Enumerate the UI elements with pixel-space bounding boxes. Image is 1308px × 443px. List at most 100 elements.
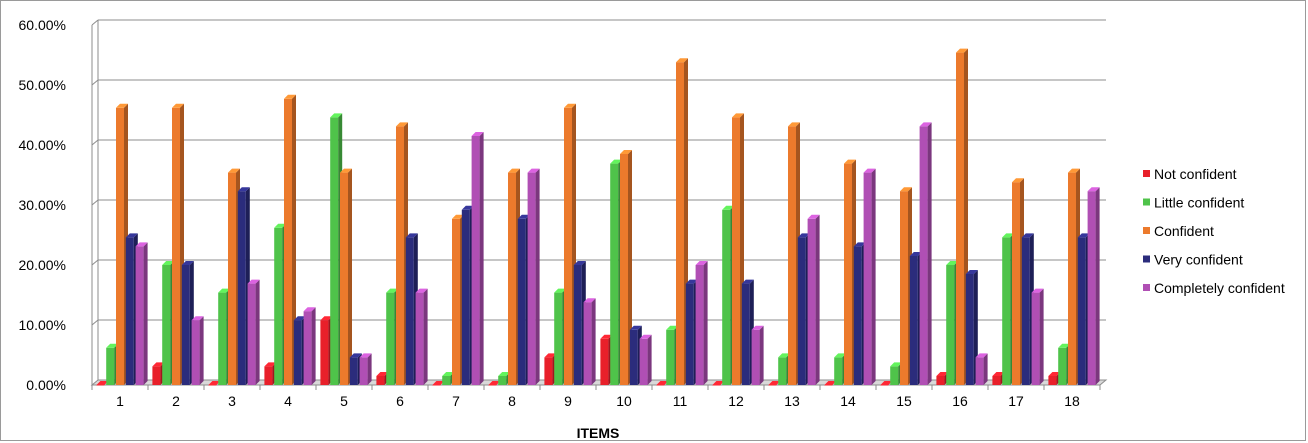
bar	[527, 168, 540, 385]
bar-side	[927, 122, 932, 386]
bar-top	[712, 381, 725, 385]
bar-top	[919, 122, 932, 127]
y-tick-labels: 0.00% 10.00% 20.00% 30.00% 40.00% 50.00% 60.00…	[19, 17, 66, 393]
bar	[975, 353, 988, 385]
bar-side	[759, 325, 764, 385]
bar-front	[442, 376, 451, 385]
bar-front	[181, 265, 190, 385]
bar	[247, 279, 260, 385]
bar-top	[751, 325, 764, 330]
bar-front	[303, 311, 312, 385]
y-tick-label: 10.00%	[19, 317, 66, 333]
bar-top	[237, 187, 250, 192]
bar-front	[1021, 237, 1030, 385]
bar-top	[946, 261, 959, 265]
bar-top	[880, 381, 893, 385]
bar-front	[992, 376, 1001, 385]
bar	[208, 381, 221, 386]
bar-front	[96, 385, 105, 386]
gridline-diag	[91, 19, 99, 26]
bar-top	[498, 372, 511, 376]
bar-front	[1031, 292, 1040, 385]
x-tick-label: 3	[228, 393, 236, 409]
bar-front	[191, 320, 200, 385]
bar-top	[527, 168, 540, 173]
bar-top	[768, 381, 781, 385]
y-tick-label: 50.00%	[19, 77, 66, 93]
bar-front	[208, 385, 217, 386]
bar-front	[274, 227, 283, 385]
bar	[471, 132, 484, 385]
bar-top	[162, 261, 175, 265]
bar-top	[844, 159, 856, 164]
bar-top	[975, 353, 988, 358]
bar-top	[125, 233, 138, 238]
x-tick-label: 11	[673, 393, 688, 409]
bar-top	[508, 168, 520, 173]
bar-front	[320, 320, 329, 385]
bar-front	[880, 385, 889, 386]
bar-front	[936, 376, 945, 385]
bar-top	[1021, 233, 1034, 238]
bar-front	[600, 338, 609, 385]
bar-front	[900, 191, 908, 385]
legend-swatch	[1143, 227, 1150, 234]
bar-front	[751, 329, 760, 385]
bar-top	[685, 279, 698, 284]
bar-top	[1068, 168, 1080, 173]
bar-top	[824, 381, 837, 385]
bar-side	[983, 353, 988, 385]
bar-front	[1068, 172, 1076, 385]
bar-front	[629, 329, 638, 385]
bar-top	[863, 168, 876, 173]
bar-top	[376, 372, 389, 376]
bar	[639, 334, 652, 385]
bar-front	[554, 292, 563, 385]
bar-top	[442, 372, 455, 376]
bar-top	[228, 168, 240, 173]
bar-side	[647, 334, 652, 385]
legend-label: Not confident	[1154, 166, 1237, 182]
bar	[919, 122, 932, 386]
bar	[488, 381, 501, 386]
bar-front	[676, 62, 684, 385]
bar-front	[807, 218, 816, 385]
bar-top	[1058, 343, 1071, 348]
bar	[1087, 187, 1100, 385]
bar-front	[1077, 237, 1086, 385]
y-tick-label: 20.00%	[19, 257, 66, 273]
y-tick-label: 60.00%	[19, 17, 66, 33]
bar-side	[255, 279, 260, 385]
bar	[284, 94, 296, 386]
legend-label: Very confident	[1154, 252, 1243, 268]
bar-front	[695, 265, 704, 385]
bar-front	[639, 338, 648, 385]
bar-top	[386, 288, 399, 293]
bar-front	[965, 274, 974, 385]
bar-side	[535, 168, 540, 385]
bar-front	[471, 136, 480, 385]
legend-item: Little confident	[1143, 195, 1244, 211]
bar-front	[349, 357, 358, 385]
bar-top	[320, 316, 333, 321]
bar-top	[488, 381, 501, 385]
bar-top	[116, 103, 128, 108]
bar-front	[508, 172, 516, 385]
legend-label: Little confident	[1154, 195, 1244, 211]
x-tick-label: 13	[784, 393, 800, 409]
bar-top	[600, 334, 613, 339]
gridline-diag	[91, 319, 99, 326]
bar-front	[544, 357, 553, 385]
bar-top	[106, 343, 119, 348]
x-tick-label: 14	[840, 393, 856, 409]
bar-top	[1077, 233, 1090, 238]
bar-top	[788, 122, 800, 127]
bar	[712, 381, 725, 386]
bar-top	[135, 242, 148, 247]
bar-top	[396, 122, 408, 127]
x-tick-label: 7	[452, 393, 460, 409]
bar-top	[1087, 187, 1100, 192]
legend-label: Confident	[1154, 223, 1214, 239]
bar-front	[125, 237, 134, 385]
bar-top	[432, 381, 445, 385]
